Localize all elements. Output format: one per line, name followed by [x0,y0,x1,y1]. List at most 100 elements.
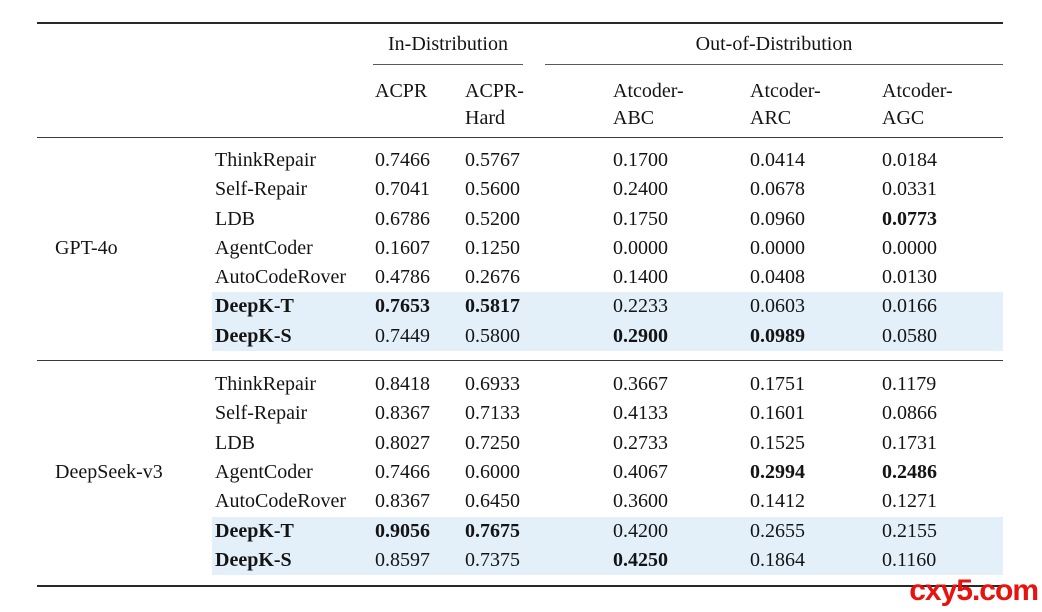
cell-value: 0.0989 [750,324,805,347]
table-header: In-Distribution Out-of-Distribution ACPR… [37,24,1003,138]
cell-value: 0.3667 [613,373,668,396]
cell-value: 0.0960 [750,207,805,230]
cell-value: 0.8418 [375,373,430,396]
cell-value: 0.1731 [882,431,937,454]
cell-value: 0.4786 [375,266,430,289]
model-group-gpt4o: GPT-4o ThinkRepair 0.7466 0.5767 0.1700 … [37,138,1003,362]
method-label: DeepK-S [215,548,292,571]
method-label: AutoCodeRover [215,490,347,513]
results-table: In-Distribution Out-of-Distribution ACPR… [37,22,1003,588]
table-row: AgentCoder 0.1607 0.1250 0.0000 0.0000 0… [212,234,1003,263]
cell-value: 0.2655 [750,519,805,542]
cell-value: 0.2400 [613,178,668,201]
cell-value: 0.4250 [613,548,668,571]
cell-value: 0.0166 [882,295,937,318]
method-label: ThinkRepair [215,149,317,171]
cell-value: 0.1250 [465,236,520,259]
table-row: LDB 0.6786 0.5200 0.1750 0.0960 0.0773 [212,205,1003,234]
col-header-atcoder-abc: Atcoder- ABC [613,80,684,129]
table-row: Self-Repair 0.7041 0.5600 0.2400 0.0678 … [212,175,1003,204]
table-row: AutoCodeRover 0.4786 0.2676 0.1400 0.040… [212,263,1003,292]
table-row: DeepK-S 0.7449 0.5800 0.2900 0.0989 0.05… [212,321,1003,352]
method-label: ThinkRepair [215,373,317,396]
column-group-row: In-Distribution Out-of-Distribution [37,24,1003,66]
rule-under-in-distribution [373,64,523,65]
method-label: DeepK-T [215,519,294,542]
cell-value: 0.7250 [465,431,520,454]
cell-value: 0.0184 [882,149,937,171]
model-label: GPT-4o [55,237,118,260]
model-group-deepseek-v3: DeepSeek-v3 ThinkRepair 0.8418 0.6933 0.… [37,361,1003,585]
cell-value: 0.0000 [613,236,668,259]
table-row: ThinkRepair 0.7466 0.5767 0.1700 0.0414 … [212,146,1003,175]
col-header-atcoder-arc: Atcoder- ARC [750,80,821,129]
cell-value: 0.0000 [750,236,805,259]
cell-value: 0.2994 [750,460,805,483]
cell-value: 0.5200 [465,207,520,230]
method-label: DeepK-T [215,295,294,318]
cell-value: 0.0773 [882,207,937,230]
cell-value: 0.8597 [375,548,430,571]
col-group-in-distribution: In-Distribution [388,33,508,55]
cell-value: 0.1751 [750,373,805,396]
method-label: Self-Repair [215,178,308,201]
group-rows: ThinkRepair 0.8418 0.6933 0.3667 0.1751 … [212,370,1003,576]
cell-value: 0.1601 [750,402,805,425]
cell-value: 0.1700 [613,149,668,171]
header-spacer [37,78,375,137]
cell-value: 0.1525 [750,431,805,454]
cell-value: 0.8027 [375,431,430,454]
cell-value: 0.1864 [750,548,805,571]
method-label: Self-Repair [215,402,308,425]
cell-value: 0.1750 [613,207,668,230]
cell-value: 0.7675 [465,519,520,542]
cell-value: 0.6933 [465,373,520,396]
cell-value: 0.5767 [465,149,520,171]
method-label: AgentCoder [215,236,313,259]
cell-value: 0.0414 [750,149,805,171]
cell-value: 0.4067 [613,460,668,483]
cell-value: 0.0866 [882,402,937,425]
method-label: AutoCodeRover [215,266,347,289]
cell-value: 0.2233 [613,295,668,318]
cell-value: 0.7653 [375,295,430,318]
cell-value: 0.5600 [465,178,520,201]
cell-value: 0.2486 [882,460,937,483]
cell-value: 0.7375 [465,548,520,571]
cell-value: 0.7466 [375,460,430,483]
cell-value: 0.2900 [613,324,668,347]
cell-value: 0.7041 [375,178,430,201]
cell-value: 0.0331 [882,178,937,201]
cell-value: 0.2733 [613,431,668,454]
col-header-atcoder-agc: Atcoder- AGC [882,80,953,129]
table-row: AgentCoder 0.7466 0.6000 0.4067 0.2994 0… [212,458,1003,487]
cell-value: 0.2676 [465,266,520,289]
cell-value: 0.7133 [465,402,520,425]
col-header-acpr: ACPR [375,80,428,102]
method-label: DeepK-S [215,324,292,347]
cell-value: 0.0678 [750,178,805,201]
table-row: DeepK-T 0.7653 0.5817 0.2233 0.0603 0.01… [212,292,1003,322]
cell-value: 0.8367 [375,402,430,425]
cell-value: 0.1160 [882,548,937,571]
cell-value: 0.1400 [613,266,668,289]
method-label: LDB [215,207,255,230]
cell-value: 0.1179 [882,373,937,396]
table-row: AutoCodeRover 0.8367 0.6450 0.3600 0.141… [212,487,1003,516]
cell-value: 0.1607 [375,236,430,259]
cell-value: 0.0580 [882,324,937,347]
cell-value: 0.6450 [465,490,520,513]
method-label: AgentCoder [215,460,313,483]
cell-value: 0.4200 [613,519,668,542]
method-label: LDB [215,431,255,454]
cell-value: 0.1412 [750,490,805,513]
col-header-acpr-hard: ACPR- Hard [465,80,524,129]
model-label: DeepSeek-v3 [55,461,163,484]
cell-value: 0.7449 [375,324,430,347]
cell-value: 0.4133 [613,402,668,425]
cell-value: 0.7466 [375,149,430,171]
table-row: LDB 0.8027 0.7250 0.2733 0.1525 0.1731 [212,429,1003,458]
cell-value: 0.0000 [882,236,937,259]
cell-value: 0.5800 [465,324,520,347]
